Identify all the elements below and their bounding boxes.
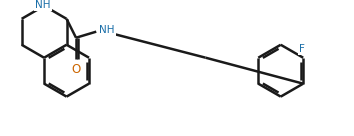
Text: NH: NH xyxy=(99,25,115,35)
Text: O: O xyxy=(72,63,81,76)
Text: NH: NH xyxy=(35,0,51,10)
Text: F: F xyxy=(299,44,305,54)
